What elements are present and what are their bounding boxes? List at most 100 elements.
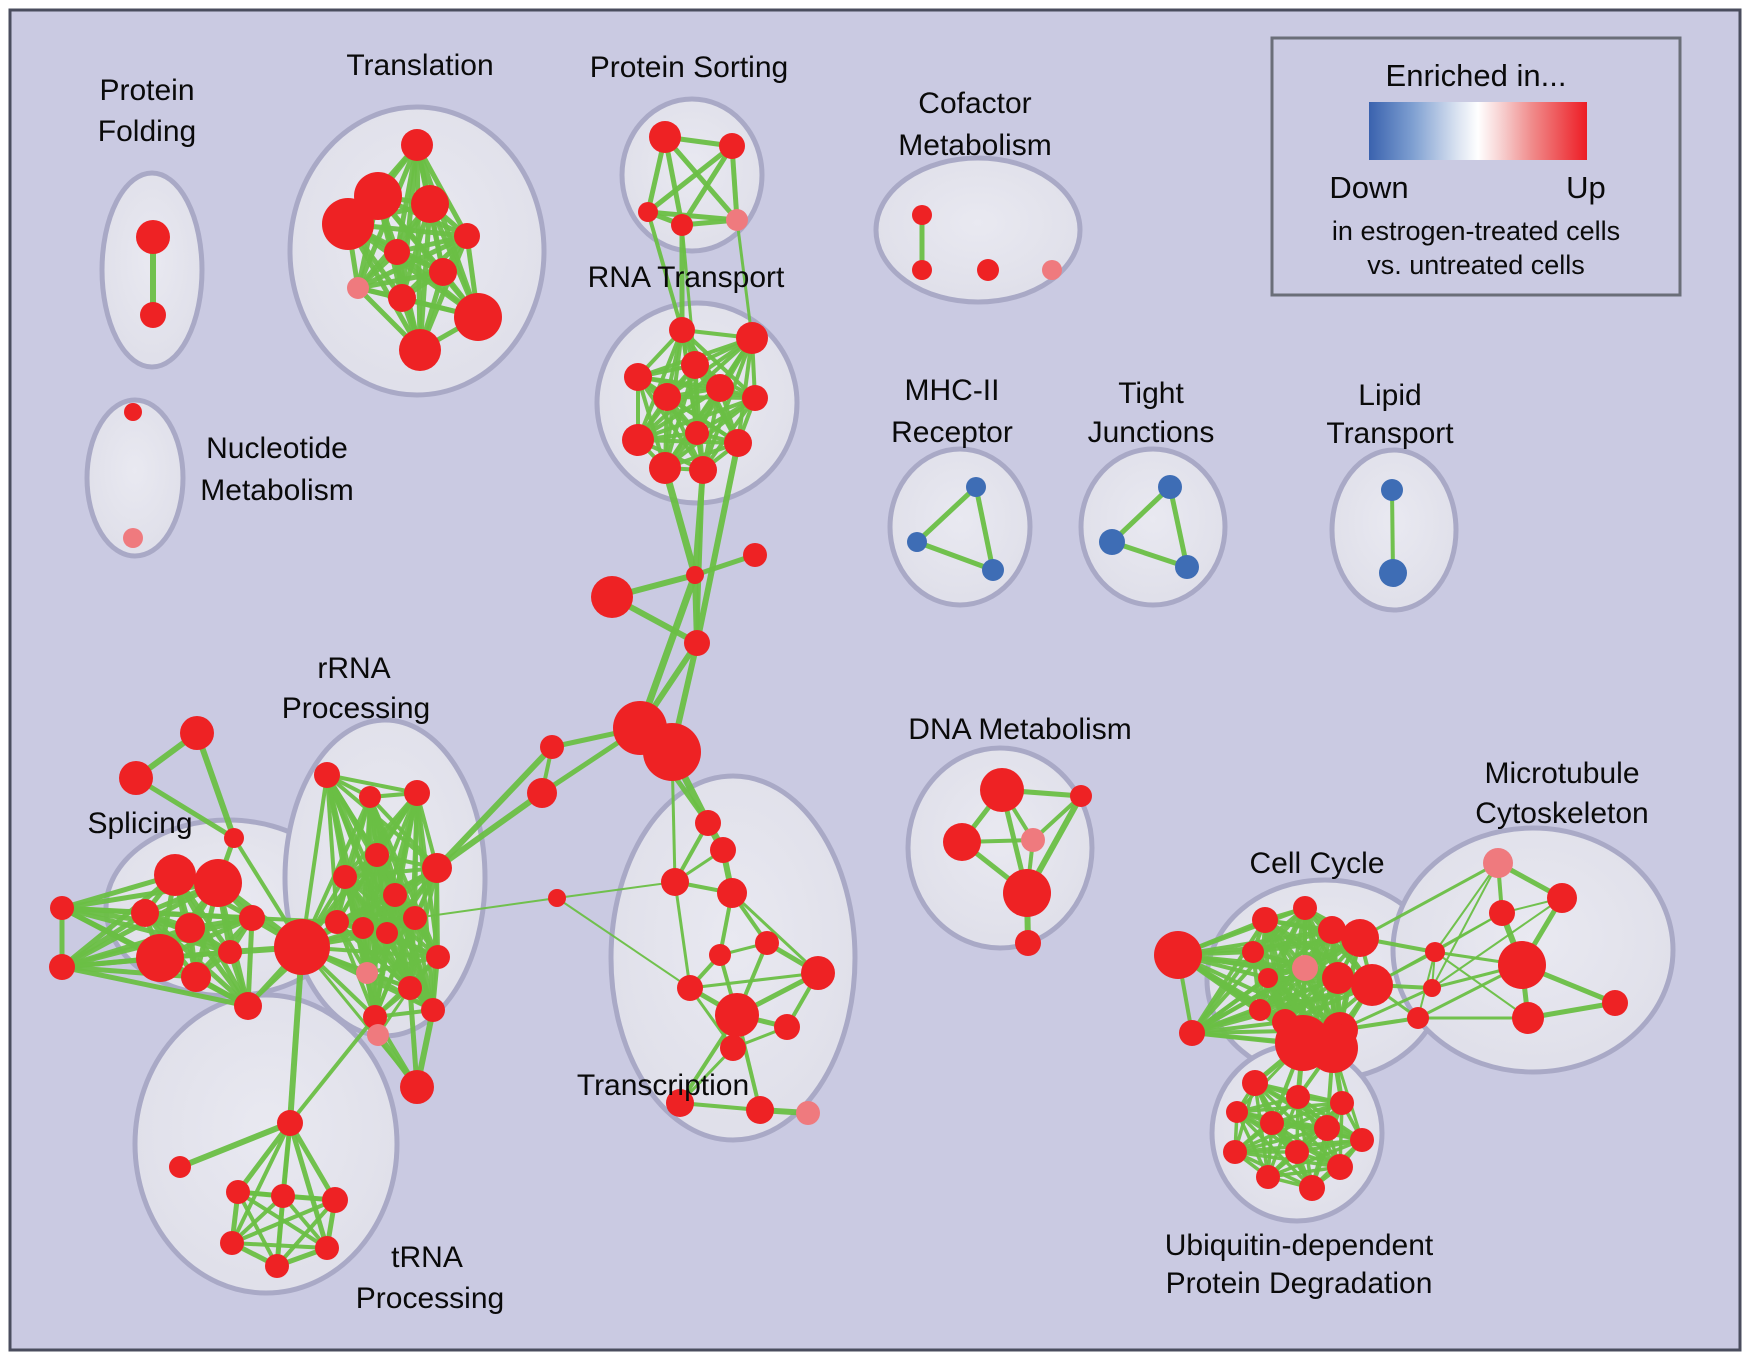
inter-cluster-edge [414, 897, 558, 919]
tight-junctions-edge [1167, 486, 1190, 568]
inter-cluster-edge [661, 467, 699, 576]
dna-metabolism-label: DNA Metabolism [908, 713, 1131, 746]
protein-sorting-node [671, 214, 693, 236]
rna-transport-node [685, 421, 709, 445]
legend: Enriched in... Down Up in estrogen-treat… [1270, 36, 1682, 297]
central-chain-node [548, 889, 566, 907]
translation-node [454, 293, 502, 341]
cofactor-metabolism-label: Cofactor [918, 87, 1031, 120]
splicing-edge [143, 911, 250, 1008]
trna-processing-node [271, 1184, 295, 1208]
rna-transport-node [653, 383, 681, 411]
central-chain-edge [134, 775, 236, 841]
translation-label: Translation [346, 49, 493, 82]
trna-processing-edge [178, 1120, 292, 1170]
cell-cycle-node [1242, 941, 1264, 963]
dna-metabolism-node [1070, 785, 1092, 807]
microtubule-cytoskeleton-node [1602, 990, 1628, 1016]
rrna-processing-edge [343, 875, 417, 920]
trna-processing-node [315, 1236, 339, 1260]
transcription-edge [689, 971, 819, 990]
ubiquitin-degradation-node [1242, 1070, 1268, 1096]
cofactor-metabolism-node [912, 205, 932, 225]
rrna-processing-node [422, 853, 452, 883]
trna-processing-edge [287, 1121, 338, 1202]
central-chain-edge [636, 573, 699, 730]
rna-transport-node [706, 374, 734, 402]
protein-sorting-edge [646, 144, 734, 214]
rrna-processing-node [365, 843, 389, 867]
inter-cluster-edge [1359, 861, 1499, 940]
trna-processing-node [265, 1254, 289, 1278]
central-chain-node [180, 716, 214, 750]
rna-transport-node [649, 452, 681, 484]
trna-processing-node [220, 1231, 244, 1255]
mhc-ii-receptor-node [907, 532, 927, 552]
nucleotide-metabolism-label: Metabolism [200, 474, 353, 507]
dna-metabolism-node [980, 768, 1024, 812]
trna-processing-label: Processing [356, 1282, 504, 1315]
nucleotide-metabolism-label: Nucleotide [206, 432, 348, 465]
transcription-node [695, 810, 721, 836]
central-chain-node [540, 735, 564, 759]
rna-transport-edge [637, 438, 739, 445]
inter-cluster-edge [288, 1015, 377, 1125]
mhc-ii-receptor-label: Receptor [891, 416, 1013, 449]
lipid-transport-label: Lipid [1358, 379, 1421, 412]
legend-box [1270, 36, 1682, 297]
translation-node [454, 223, 480, 249]
rrna-processing-edge [385, 931, 435, 1012]
rna-transport-node [622, 424, 654, 456]
transcription-node [774, 1014, 800, 1040]
rna-transport-node [742, 385, 768, 411]
cell-cycle-node [1351, 964, 1393, 1006]
rna-transport-node [724, 429, 752, 457]
tight-junctions-edge [1111, 539, 1188, 570]
tight-junctions-node [1175, 555, 1199, 579]
ubiquitin-degradation-node [1314, 1115, 1340, 1141]
protein-sorting-node [649, 121, 681, 153]
translation-edge [357, 269, 444, 291]
protein-sorting-label: Protein Sorting [590, 51, 788, 84]
rrna-processing-node [333, 865, 357, 889]
translation-node [347, 277, 369, 299]
trna-processing-node [322, 1187, 348, 1213]
central-chain-node [686, 566, 704, 584]
microtubule-cytoskeleton-node [1425, 942, 1445, 962]
cell-cycle-node [1292, 955, 1318, 981]
rrna-processing-node [400, 1070, 434, 1104]
rrna-processing-node [363, 1005, 387, 1029]
translation-node [399, 329, 441, 371]
transcription-node [746, 1096, 774, 1124]
inter-cluster-edge [434, 744, 555, 871]
protein-folding-node [136, 220, 170, 254]
inter-cluster-edge [556, 897, 691, 989]
transcription-node [710, 837, 736, 863]
ubiquitin-degradation-node [1226, 1101, 1248, 1123]
rrna-processing-edge [408, 867, 439, 989]
cell-cycle-node [1341, 919, 1379, 957]
ubiquitin-degradation-node [1299, 1175, 1325, 1201]
protein-sorting-node [726, 209, 748, 231]
transcription-ellipse [608, 773, 858, 1143]
legend-title: Enriched in... [1386, 58, 1567, 93]
cell-cycle-node [1322, 962, 1354, 994]
rrna-processing-edge [366, 955, 439, 975]
rna-transport-node [669, 317, 695, 343]
tight-junctions-node [1158, 475, 1182, 499]
nucleotide-metabolism-node [124, 403, 142, 421]
microtubule-cytoskeleton-node [1423, 979, 1441, 997]
mhc-ii-receptor-label: MHC-II [905, 374, 1000, 407]
rrna-processing-edge [325, 774, 339, 923]
inter-cluster-edge [646, 211, 684, 331]
inter-cluster-edge [251, 916, 338, 924]
transcription-node [715, 993, 759, 1037]
microtubule-cytoskeleton-edge [1434, 862, 1499, 953]
rrna-processing-node [398, 976, 422, 1000]
microtubule-cytoskeleton-label: Cytoskeleton [1475, 797, 1648, 830]
mhc-ii-receptor-ellipse [887, 446, 1033, 608]
ubiquitin-degradation-node [1330, 1091, 1354, 1115]
legend-down-label: Down [1329, 170, 1408, 205]
central-chain-node [527, 778, 557, 808]
ubiquitin-degradation-label: Protein Degradation [1166, 1267, 1433, 1300]
